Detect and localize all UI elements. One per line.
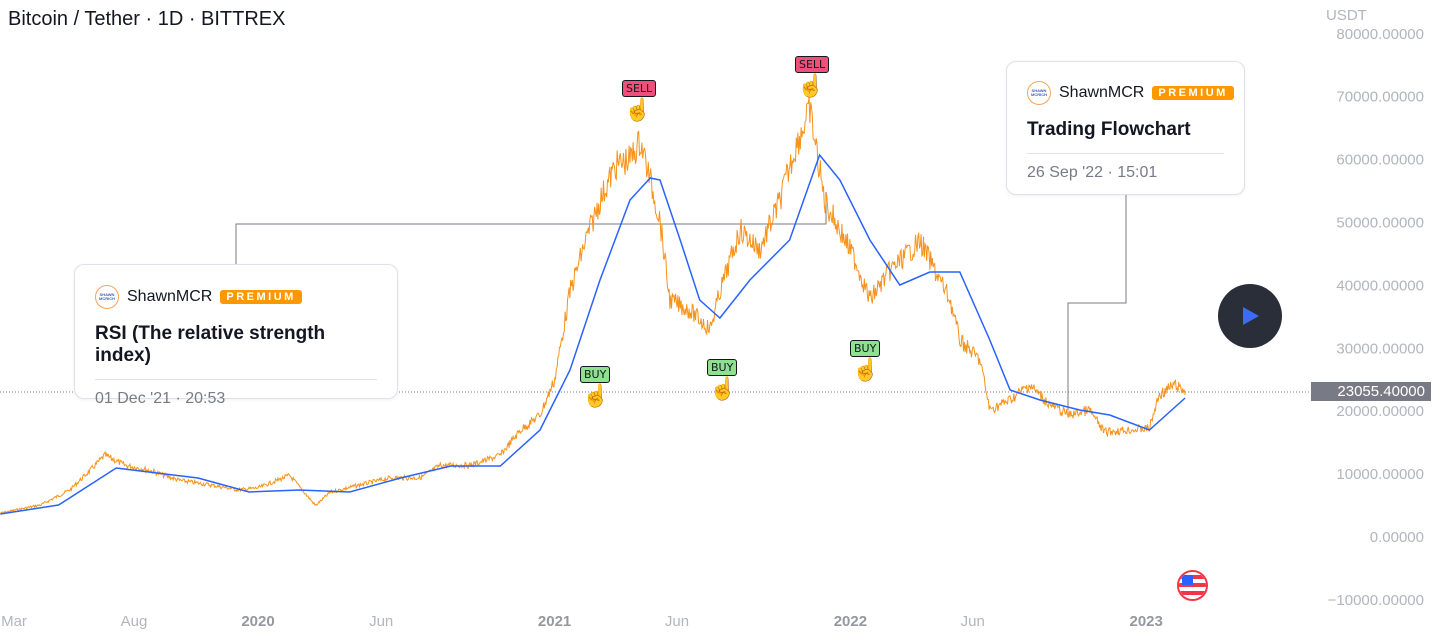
last-price-label: 23055.40000 bbox=[1311, 382, 1431, 401]
x-tick-label: Aug bbox=[121, 613, 148, 630]
us-flag-icon[interactable] bbox=[1177, 570, 1208, 601]
x-axis: Mar Aug 2020 Jun 2021 Jun 2022 Jun 2023 bbox=[1, 613, 1163, 630]
author-name[interactable]: ShawnMCR bbox=[127, 288, 213, 305]
x-tick-label: Mar bbox=[1, 613, 27, 630]
currency-label: USDT bbox=[1326, 7, 1367, 24]
x-tick-label: 2021 bbox=[538, 613, 571, 630]
x-tick-label: Jun bbox=[665, 613, 689, 630]
buy-signal-label[interactable]: BUY bbox=[850, 340, 881, 357]
pointing-hand-icon: ☝ bbox=[852, 357, 880, 382]
buy-signal-label[interactable]: BUY bbox=[707, 359, 738, 376]
y-tick-label: 0.00000 bbox=[1370, 529, 1424, 546]
idea-title[interactable]: Trading Flowchart bbox=[1027, 119, 1191, 140]
card-connector-flowchart bbox=[1067, 195, 1127, 410]
price-series-line bbox=[0, 96, 1186, 514]
author-avatar: SHAWN MCRICH bbox=[95, 285, 119, 309]
y-tick-label: −10000.00000 bbox=[1328, 592, 1424, 609]
x-tick-label: Jun bbox=[961, 613, 985, 630]
x-tick-label: 2020 bbox=[241, 613, 274, 630]
buy-signal-label[interactable]: BUY bbox=[580, 366, 611, 383]
sell-signal-label[interactable]: SELL bbox=[622, 80, 657, 97]
idea-card-rsi[interactable]: SHAWN MCRICH ShawnMCR PREMIUM RSI (The r… bbox=[74, 264, 398, 407]
pointing-hand-icon: ☝ bbox=[797, 73, 825, 98]
idea-date: 26 Sep '22 · 15:01 bbox=[1027, 164, 1158, 181]
y-tick-label: 10000.00000 bbox=[1336, 466, 1424, 483]
y-axis: 80000.00000 70000.00000 60000.00000 50000.0… bbox=[1328, 26, 1424, 609]
y-tick-label: 40000.00000 bbox=[1336, 277, 1424, 294]
pointing-hand-icon: ☝ bbox=[624, 97, 652, 122]
y-tick-label: 30000.00000 bbox=[1336, 340, 1424, 357]
play-icon bbox=[1243, 307, 1259, 325]
pointing-hand-icon: ☝ bbox=[582, 383, 610, 408]
y-tick-label: 70000.00000 bbox=[1336, 89, 1424, 106]
premium-badge: PREMIUM bbox=[1152, 86, 1234, 100]
idea-date: 01 Dec '21 · 20:53 bbox=[95, 390, 226, 407]
sell-signal-label[interactable]: SELL bbox=[795, 56, 830, 73]
card-connector-rsi bbox=[235, 192, 827, 264]
pointing-hand-icon: ☝ bbox=[709, 376, 737, 401]
divider bbox=[95, 379, 377, 380]
premium-badge: PREMIUM bbox=[220, 290, 302, 304]
y-tick-label: 80000.00000 bbox=[1336, 26, 1424, 43]
idea-title[interactable]: RSI (The relative strength index) bbox=[95, 323, 326, 366]
divider bbox=[1027, 153, 1224, 154]
chart-title: Bitcoin / Tether · 1D · BITTREX bbox=[8, 8, 286, 30]
x-tick-label: 2023 bbox=[1130, 613, 1163, 630]
y-tick-label: 50000.00000 bbox=[1336, 215, 1424, 232]
x-tick-label: Jun bbox=[369, 613, 393, 630]
y-tick-label: 60000.00000 bbox=[1336, 152, 1424, 169]
idea-card-flowchart[interactable]: SHAWN MCRICH ShawnMCR PREMIUM Trading Fl… bbox=[1006, 61, 1245, 195]
y-tick-label: 20000.00000 bbox=[1336, 403, 1424, 420]
play-button[interactable] bbox=[1218, 284, 1282, 348]
moving-average-series-line bbox=[0, 153, 1186, 515]
author-avatar: SHAWN MCRICH bbox=[1027, 81, 1051, 105]
x-tick-label: 2022 bbox=[834, 613, 867, 630]
author-name[interactable]: ShawnMCR bbox=[1059, 84, 1145, 101]
